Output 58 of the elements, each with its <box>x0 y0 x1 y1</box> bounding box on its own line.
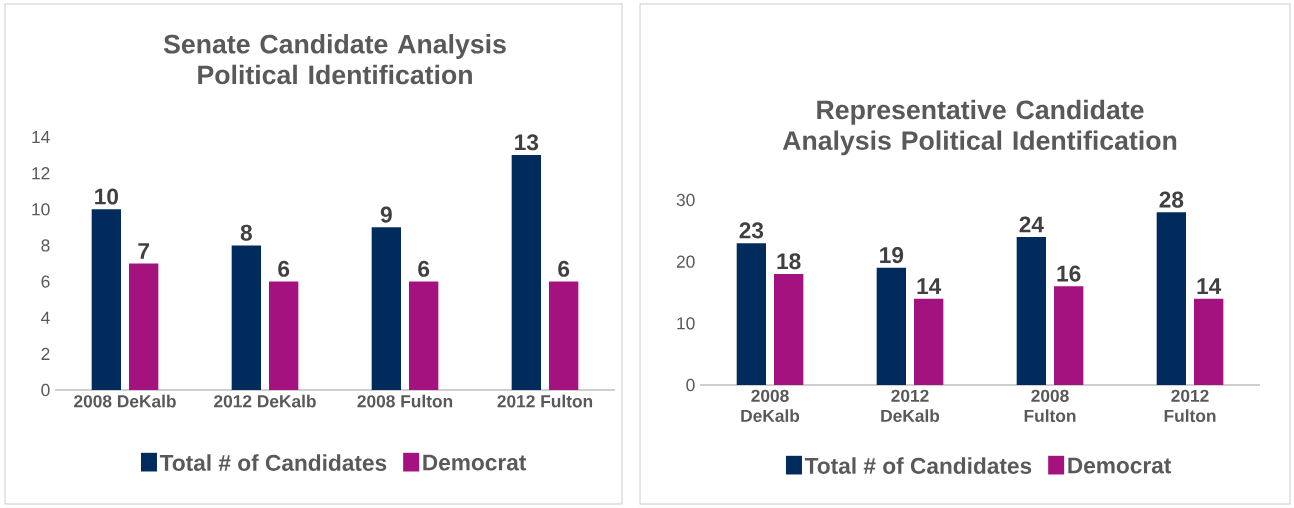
legend-label: Democrat <box>423 454 527 471</box>
legend-label: Total # of Candidates <box>159 454 387 471</box>
data-label: 28 <box>1159 191 1184 208</box>
chart-title: Representative Candidate Analysis Political Identification <box>782 99 1177 156</box>
bar <box>549 281 579 390</box>
data-label: 6 <box>558 260 570 277</box>
data-label: 7 <box>138 243 149 259</box>
bar <box>774 274 804 385</box>
x-tick-label: 2012 DeKalb <box>881 389 940 422</box>
legend-label: Total # of Candidates <box>804 457 1032 474</box>
bar <box>91 209 122 390</box>
y-tick-label: 14 <box>32 131 50 143</box>
data-label: 10 <box>95 188 119 205</box>
data-label: 14 <box>1197 278 1222 294</box>
y-tick-label: 2 <box>41 347 50 360</box>
x-tick-label: 2008 Fulton <box>357 394 453 408</box>
y-tick-label: 4 <box>41 311 50 324</box>
data-label: 24 <box>1019 216 1044 233</box>
data-label: 6 <box>418 260 430 277</box>
data-label: 18 <box>777 253 801 270</box>
x-tick-label: 2008 DeKalb <box>741 389 800 422</box>
bar <box>129 263 159 390</box>
y-tick-label: 8 <box>41 239 50 252</box>
bar <box>1194 298 1224 385</box>
data-label: 14 <box>917 278 942 294</box>
bar <box>511 155 541 390</box>
y-tick-label: 0 <box>41 383 50 397</box>
x-tick-label: 2012 DeKalb <box>214 394 316 408</box>
data-label: 6 <box>278 260 290 277</box>
bar <box>736 243 767 385</box>
bar <box>1054 286 1084 385</box>
bar <box>371 227 401 390</box>
data-label: 9 <box>380 206 392 223</box>
y-tick-label: 12 <box>32 167 50 180</box>
data-label: 8 <box>240 224 252 241</box>
legend-label: Democrat <box>1068 457 1172 474</box>
data-label: 19 <box>880 247 904 264</box>
bar <box>269 281 299 390</box>
y-tick-label: 6 <box>41 275 50 288</box>
x-tick-label: 2008 DeKalb <box>74 394 176 408</box>
x-tick-label: 2012 Fulton <box>1164 389 1216 422</box>
y-tick-label: 10 <box>677 317 695 330</box>
y-tick-label: 10 <box>32 203 50 216</box>
bar <box>876 267 907 385</box>
bar <box>914 298 944 385</box>
y-tick-label: 0 <box>686 378 695 392</box>
x-tick-label: 2008 Fulton <box>1024 389 1076 422</box>
data-label: 16 <box>1057 265 1081 282</box>
y-tick-label: 20 <box>676 255 695 268</box>
data-label: 23 <box>739 222 764 239</box>
bar <box>231 245 262 390</box>
data-label: 13 <box>515 134 539 151</box>
y-tick-label: 30 <box>676 193 695 207</box>
x-tick-label: 2012 Fulton <box>497 394 593 408</box>
bar <box>1016 237 1047 385</box>
chart-title: Senate Candidate Analysis Political Identification <box>163 34 506 85</box>
bar <box>409 281 439 390</box>
bar <box>1156 212 1187 385</box>
